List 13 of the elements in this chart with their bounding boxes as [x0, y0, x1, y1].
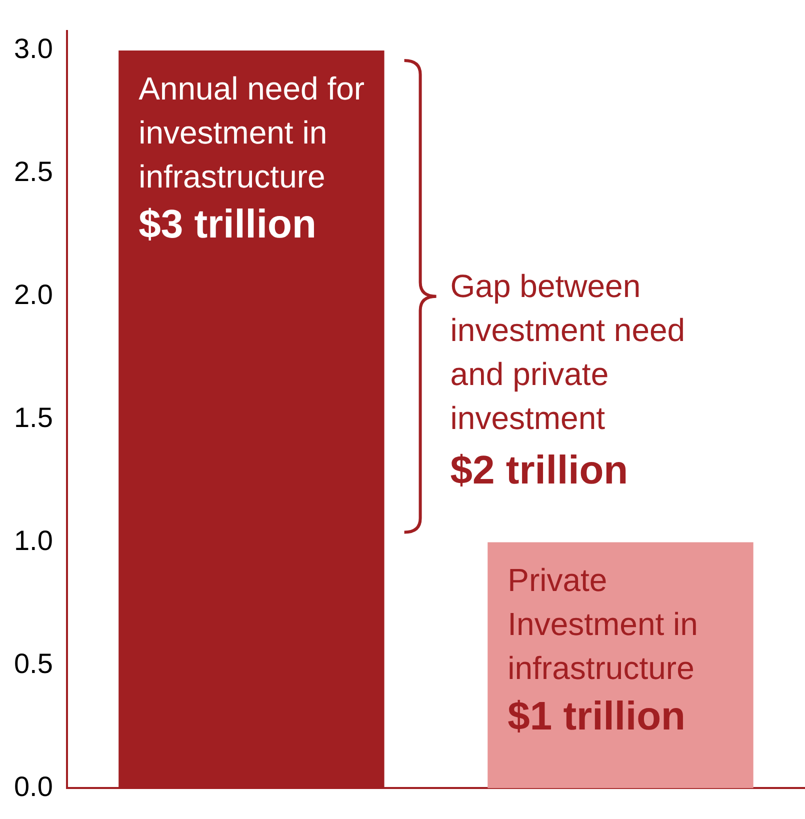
annotation: Private Investment in infrastructure — [508, 562, 698, 686]
data-label: $3 trillion — [138, 202, 316, 247]
y-tick-label: 2.5 — [14, 156, 53, 188]
y-tick-label: 3.0 — [14, 33, 53, 64]
annotation: $2 trillion — [450, 448, 628, 492]
y-tick-label: 1.5 — [14, 402, 53, 434]
data-label: $1 trillion — [508, 694, 686, 738]
y-tick-label: 0.5 — [14, 648, 53, 679]
y-tick-label: 0.0 — [14, 770, 53, 802]
y-tick-label: 2.0 — [14, 279, 53, 310]
annotation: Annual need for investment in infrastructure — [138, 70, 365, 194]
y-tick-label: 1.0 — [14, 525, 53, 556]
annotation: Gap between investment need and private investment — [450, 268, 686, 436]
